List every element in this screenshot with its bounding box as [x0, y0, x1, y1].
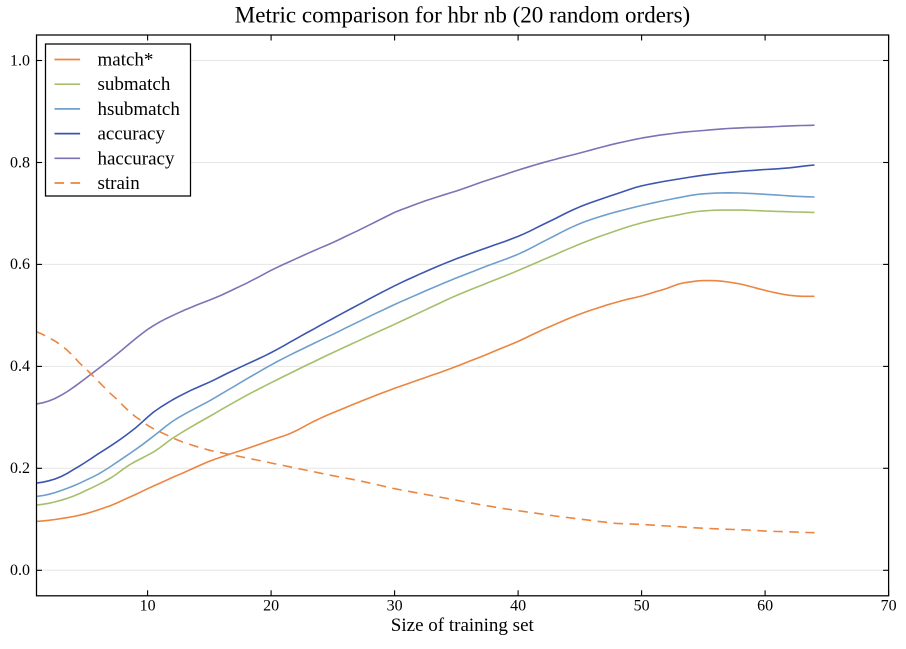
- svg-text:Size of training set: Size of training set: [391, 615, 535, 636]
- svg-text:70: 70: [881, 598, 897, 615]
- svg-text:strain: strain: [98, 173, 141, 194]
- svg-text:50: 50: [634, 598, 650, 615]
- svg-text:1.0: 1.0: [10, 52, 30, 69]
- svg-text:0.4: 0.4: [10, 358, 30, 375]
- svg-text:30: 30: [387, 598, 403, 615]
- svg-text:0.0: 0.0: [10, 562, 30, 579]
- svg-text:0.6: 0.6: [10, 256, 30, 273]
- svg-text:60: 60: [757, 598, 773, 615]
- svg-text:40: 40: [510, 598, 526, 615]
- svg-text:haccuracy: haccuracy: [98, 148, 175, 169]
- svg-text:accuracy: accuracy: [98, 124, 166, 145]
- svg-text:Metric comparison for hbr nb (: Metric comparison for hbr nb (20 random …: [235, 3, 690, 28]
- svg-text:0.8: 0.8: [10, 154, 30, 171]
- svg-text:10: 10: [140, 598, 156, 615]
- svg-text:20: 20: [263, 598, 279, 615]
- svg-text:match*: match*: [98, 50, 154, 71]
- svg-text:0.2: 0.2: [10, 460, 30, 477]
- svg-text:hsubmatch: hsubmatch: [98, 99, 181, 120]
- svg-text:submatch: submatch: [98, 74, 171, 95]
